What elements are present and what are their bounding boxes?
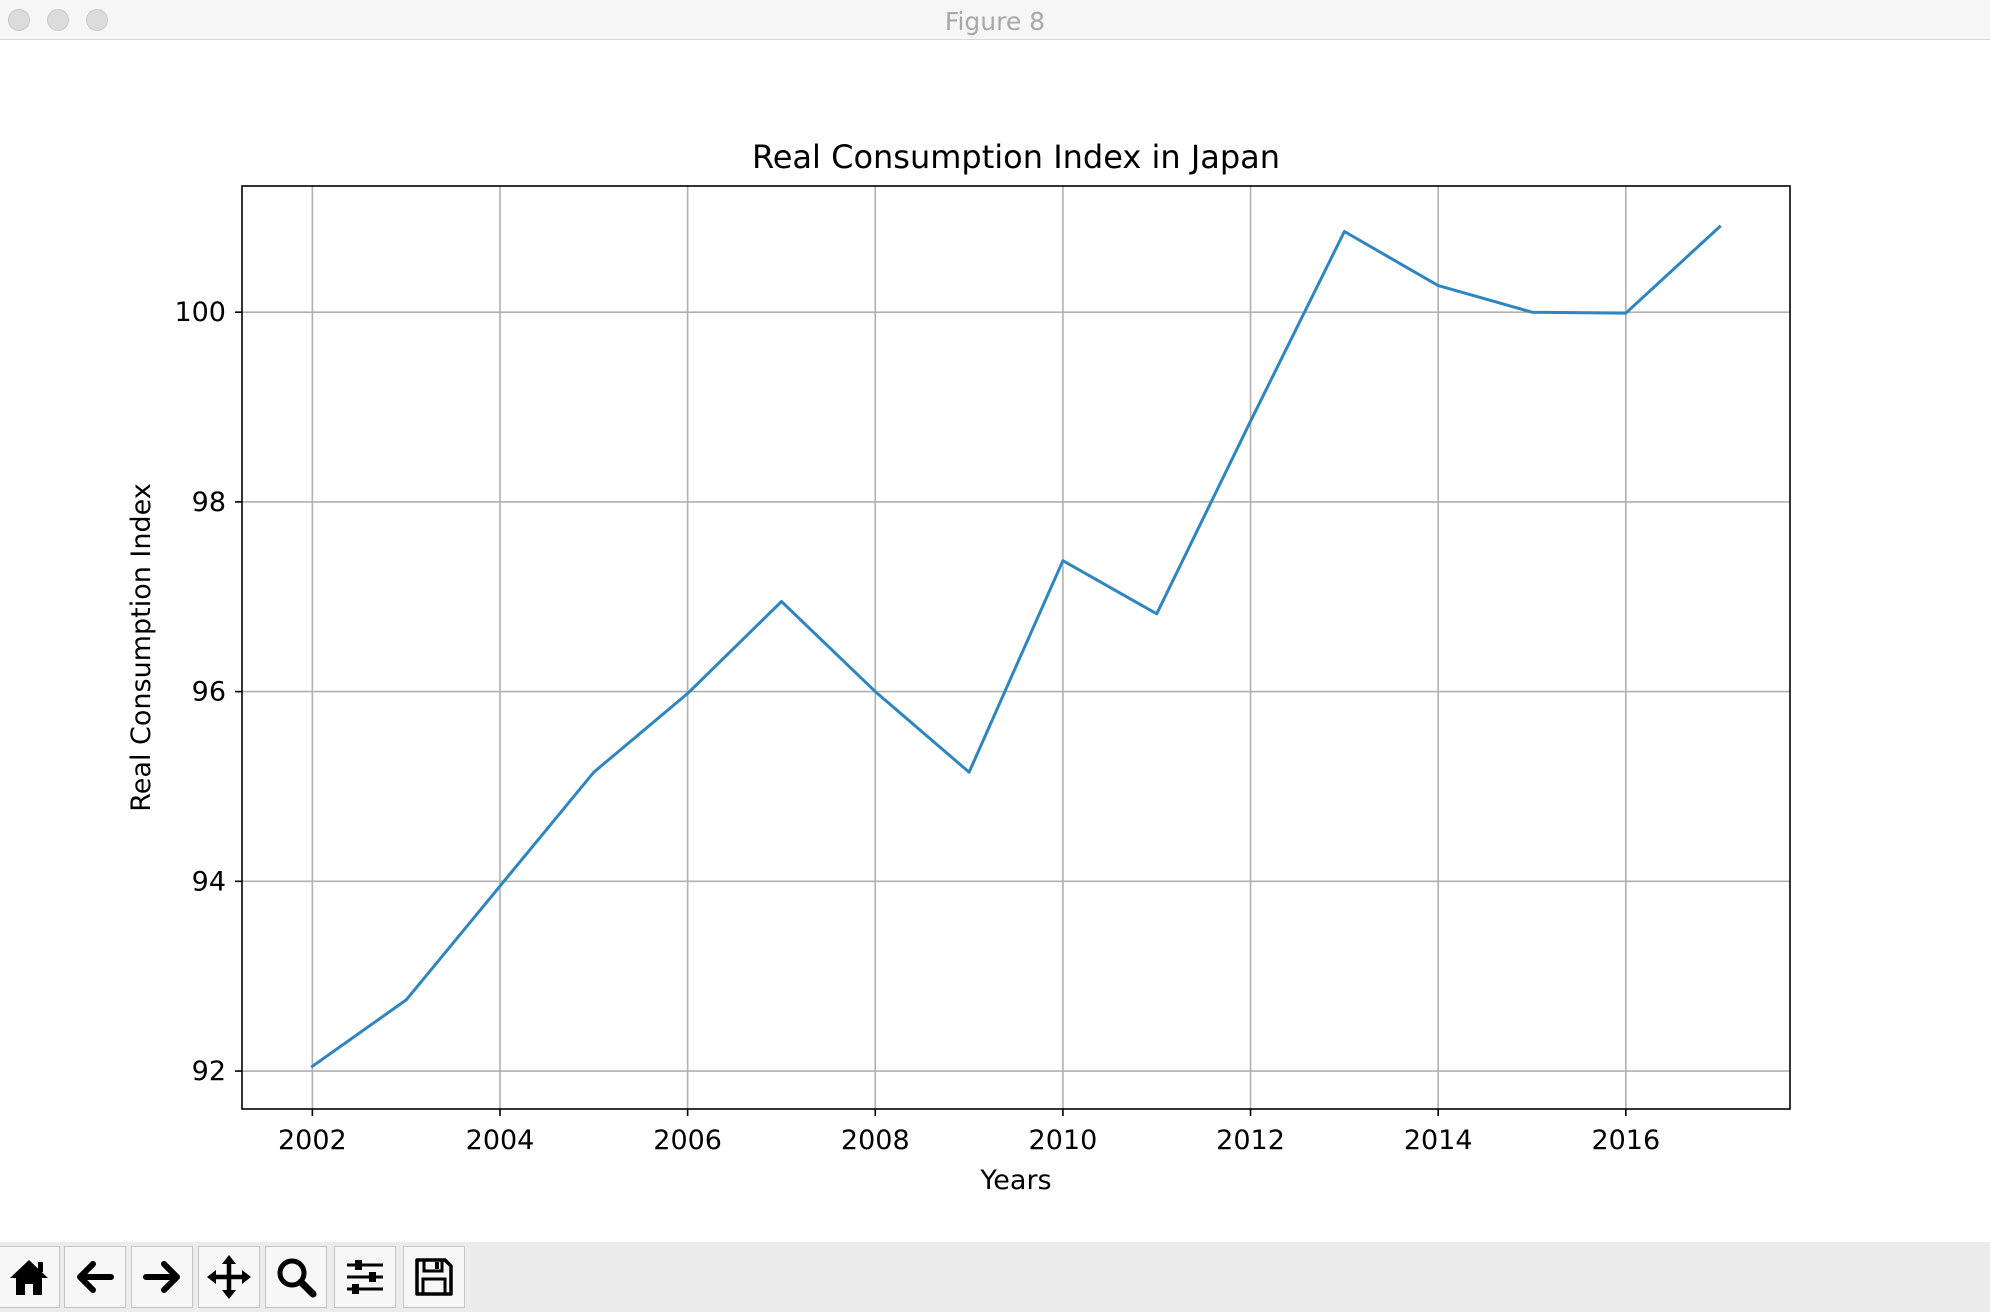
floppy-disk-icon [415,1258,453,1296]
search-icon [277,1258,317,1298]
x-tick-label: 2014 [1404,1125,1473,1156]
close-window-button[interactable] [8,9,30,31]
move-icon [207,1255,251,1299]
x-tick-label: 2002 [278,1125,347,1156]
back-button[interactable] [64,1246,126,1308]
configure-subplots-button[interactable] [334,1246,396,1308]
x-axis-label: Years [979,1165,1051,1196]
chart-title: Real Consumption Index in Japan [752,138,1280,176]
window-titlebar: Figure 8 [0,0,1990,40]
x-tick-label: 2012 [1216,1125,1285,1156]
window-title: Figure 8 [944,7,1046,36]
arrow-left-icon [77,1261,114,1293]
y-tick-label: 96 [192,677,226,708]
x-tick-label: 2004 [466,1125,535,1156]
x-tick-label: 2010 [1029,1125,1098,1156]
x-tick-label: 2016 [1591,1125,1660,1156]
home-button[interactable] [0,1246,60,1308]
toolbar [0,1242,1990,1312]
y-tick-label: 100 [174,297,226,328]
y-tick-label: 98 [192,487,226,518]
x-tick-label: 2008 [841,1125,910,1156]
forward-button[interactable] [131,1246,193,1308]
x-axis-ticks: 2002 2004 2006 2008 2010 2012 2014 2016 [278,1109,1660,1156]
line-chart: 2002 2004 2006 2008 2010 2012 2014 2016 9294969… [126,138,1791,1196]
zoom-window-button[interactable] [86,9,108,31]
home-icon [10,1260,48,1295]
y-tick-label: 92 [192,1056,226,1087]
zoom-button[interactable] [265,1246,327,1308]
grid-lines [242,186,1790,1109]
pan-button[interactable] [198,1246,260,1308]
save-button[interactable] [403,1246,465,1308]
sliders-icon [347,1260,383,1294]
y-axis-label: Real Consumption Index [126,483,157,812]
x-tick-label: 2006 [653,1125,722,1156]
arrow-right-icon [143,1261,180,1293]
series-line [310,224,1722,1069]
y-tick-label: 94 [192,866,226,897]
minimize-window-button[interactable] [47,9,69,31]
y-axis-ticks: 92 94 96 98 100 [174,297,242,1087]
axes-frame [241,185,1791,1110]
